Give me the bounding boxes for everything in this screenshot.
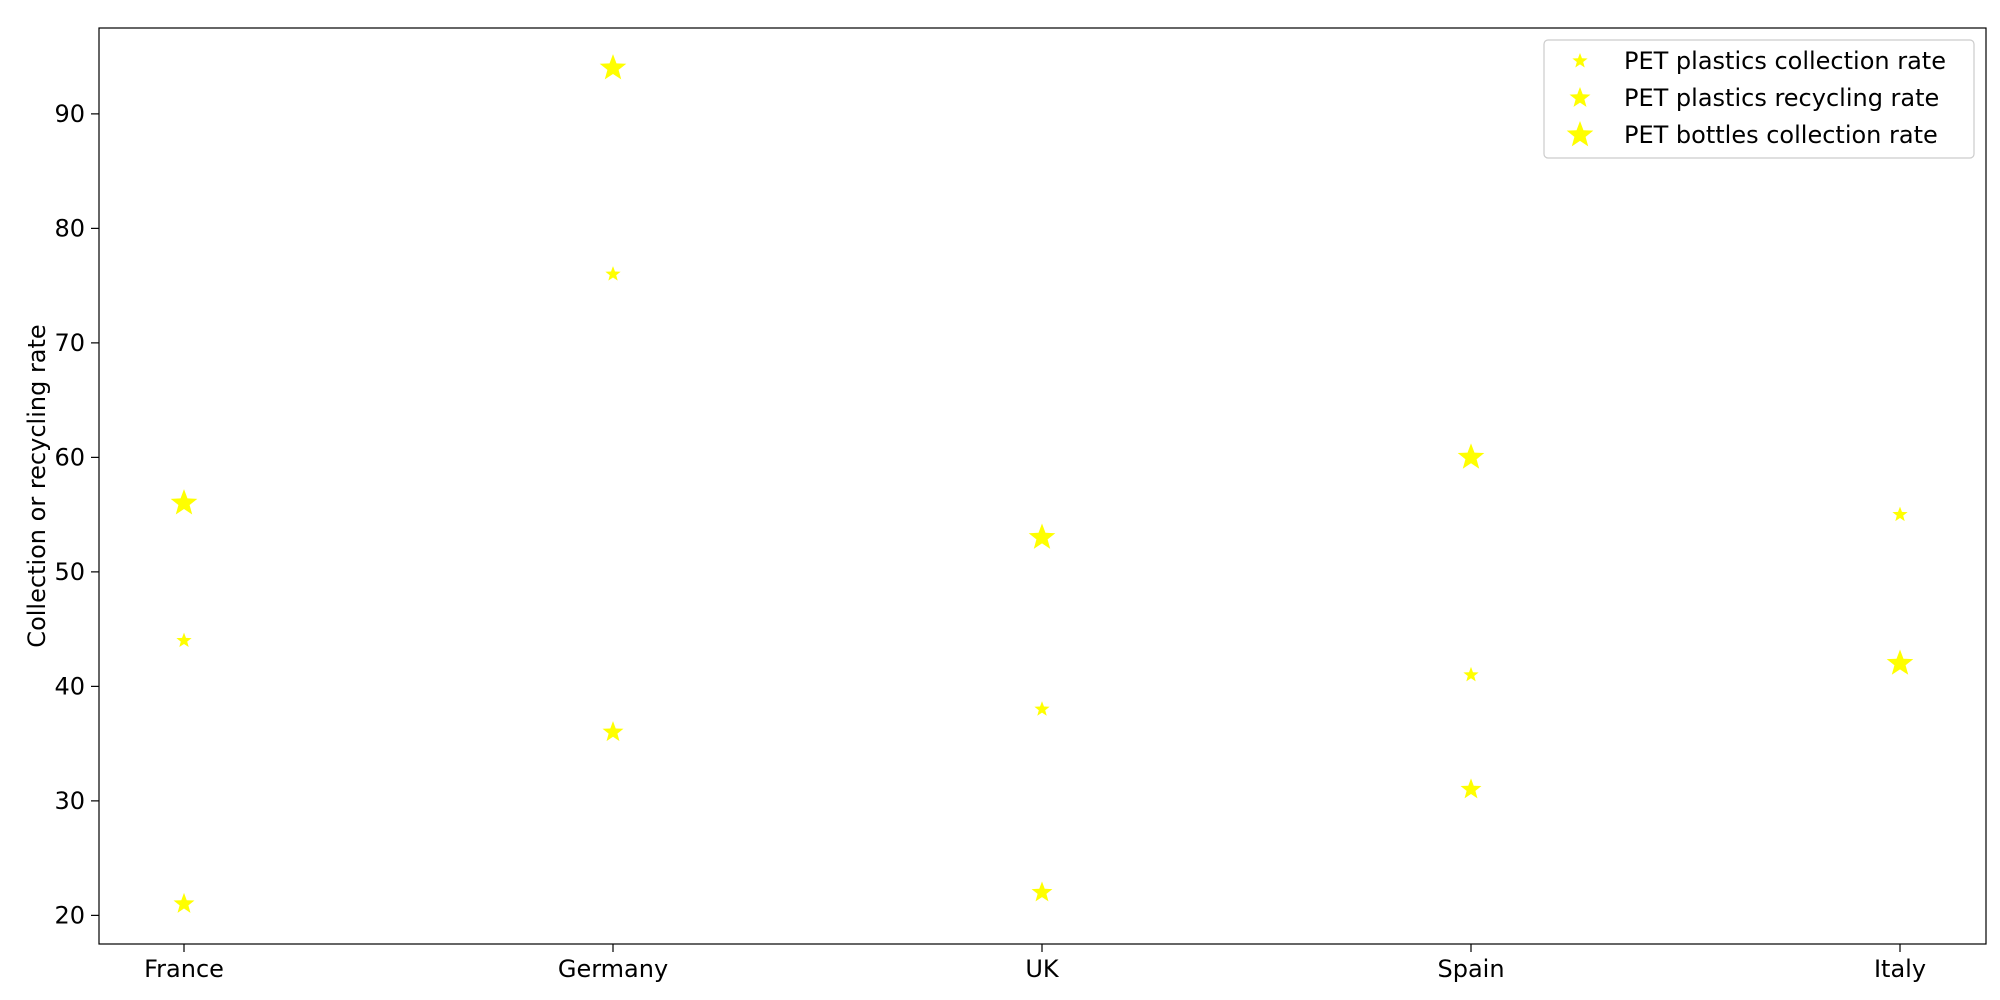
x-tick-label: France <box>144 955 224 983</box>
plot-area <box>99 28 1986 944</box>
legend-label: PET bottles collection rate <box>1624 121 1938 149</box>
data-points <box>170 54 1914 913</box>
y-axis-label: Collection or recycling rate <box>23 324 51 647</box>
data-point-series-3 <box>1028 523 1056 549</box>
y-tick-label: 20 <box>54 901 85 929</box>
x-tick-label: Germany <box>558 955 668 983</box>
y-tick-label: 40 <box>54 672 85 700</box>
x-tick-label: Spain <box>1437 955 1504 983</box>
y-tick-label: 30 <box>54 787 85 815</box>
data-point-series-3 <box>1457 443 1485 469</box>
data-point-series-3 <box>1886 649 1914 675</box>
y-tick-label: 50 <box>54 558 85 586</box>
data-point-series-3 <box>170 489 198 515</box>
legend-box <box>1543 39 1975 159</box>
x-tick-label: UK <box>1025 955 1060 983</box>
data-point-series-2 <box>173 892 195 913</box>
x-tick-label: Italy <box>1874 955 1926 983</box>
y-axis: 20 30 40 50 60 70 80 90 <box>54 100 99 929</box>
y-tick-label: 60 <box>54 443 85 471</box>
data-point-series-3 <box>599 54 627 80</box>
legend: PET plastics collection rate PET plastics… <box>1543 39 1975 159</box>
data-point-series-1 <box>176 632 192 648</box>
data-point-series-2 <box>602 721 624 742</box>
data-point-series-1 <box>1892 506 1908 522</box>
data-point-series-2 <box>1460 778 1482 799</box>
legend-marker-series-2 <box>1569 87 1591 107</box>
data-point-series-1 <box>605 266 621 281</box>
legend-label: PET plastics collection rate <box>1624 47 1946 75</box>
data-point-series-1 <box>1034 701 1050 716</box>
legend-label: PET plastics recycling rate <box>1624 84 1939 112</box>
data-point-series-1 <box>1463 666 1479 682</box>
data-point-series-2 <box>1031 881 1053 902</box>
y-tick-label: 70 <box>54 329 85 357</box>
y-tick-label: 90 <box>54 100 85 128</box>
legend-marker-series-3 <box>1566 121 1594 147</box>
legend-marker-series-1 <box>1572 53 1588 68</box>
y-tick-label: 80 <box>54 214 85 242</box>
x-axis: France Germany UK Spain Italy <box>144 944 1926 983</box>
